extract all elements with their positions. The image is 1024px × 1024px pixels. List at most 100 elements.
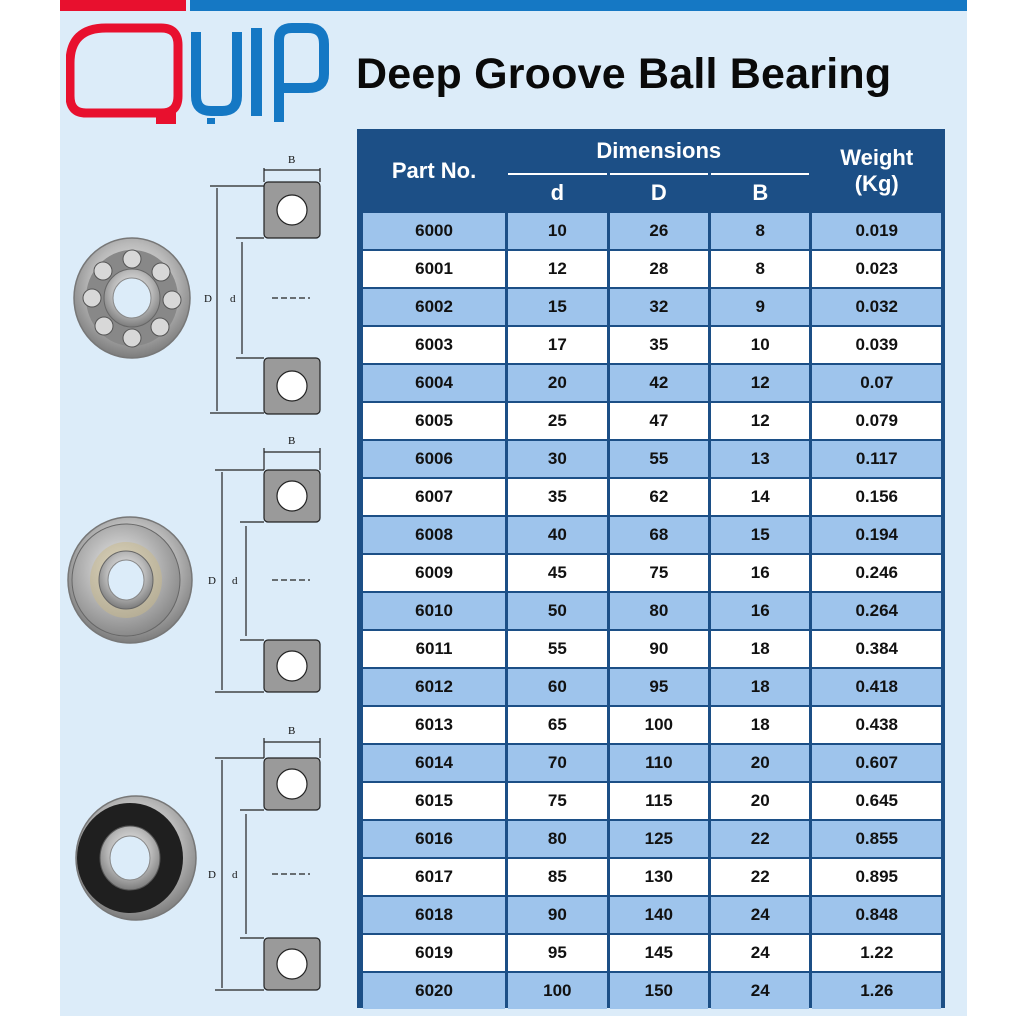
cell-weight: 0.438 — [812, 707, 941, 743]
table-row: 6017 85 130 22 0.895 — [363, 859, 941, 895]
table-row: 6013 65 100 18 0.438 — [363, 707, 941, 743]
cell-d: 20 — [508, 365, 607, 401]
cell-weight: 0.039 — [812, 327, 941, 363]
cell-part: 6013 — [363, 707, 506, 743]
header-weight-line2: (Kg) — [854, 171, 899, 196]
cell-d: 17 — [508, 327, 607, 363]
bearing-diagrams: B D d B D d B D d — [67, 154, 321, 991]
right-margin — [967, 0, 1024, 1024]
cell-part: 6017 — [363, 859, 506, 895]
cell-part: 6020 — [363, 973, 506, 1009]
cell-D: 35 — [609, 327, 709, 363]
table-row: 6002 15 32 9 0.032 — [363, 289, 941, 325]
cell-weight: 0.07 — [812, 365, 941, 401]
cell-d: 40 — [508, 517, 607, 553]
cell-part: 6005 — [363, 403, 506, 439]
table-row: 6020 100 150 24 1.26 — [363, 973, 941, 1009]
cell-weight: 0.264 — [812, 593, 941, 629]
cell-part: 6011 — [363, 631, 506, 667]
cell-D: 115 — [609, 783, 709, 819]
cell-d: 85 — [508, 859, 607, 895]
cell-D: 95 — [609, 669, 709, 705]
table-row: 6011 55 90 18 0.384 — [363, 631, 941, 667]
top-red-stripe — [60, 0, 186, 11]
top-blue-stripe — [190, 0, 967, 11]
header-dimensions: Dimensions — [508, 131, 810, 171]
header-D-large: D — [609, 173, 709, 211]
header-d-small: d — [508, 173, 607, 211]
cell-weight: 0.855 — [812, 821, 941, 857]
header-weight: Weight (Kg) — [812, 131, 941, 211]
cell-d: 100 — [508, 973, 607, 1009]
cell-weight: 0.645 — [812, 783, 941, 819]
label-d-2: d — [232, 575, 238, 587]
cell-part: 6018 — [363, 897, 506, 933]
cell-D: 42 — [609, 365, 709, 401]
label-B-2: B — [288, 435, 295, 447]
cell-part: 6014 — [363, 745, 506, 781]
quip-logo — [66, 23, 329, 124]
cell-B: 10 — [711, 327, 810, 363]
table-row: 6012 60 95 18 0.418 — [363, 669, 941, 705]
cell-weight: 1.22 — [812, 935, 941, 971]
cell-d: 75 — [508, 783, 607, 819]
cell-B: 22 — [711, 859, 810, 895]
cell-D: 140 — [609, 897, 709, 933]
table-row: 6014 70 110 20 0.607 — [363, 745, 941, 781]
cell-d: 25 — [508, 403, 607, 439]
table-row: 6016 80 125 22 0.855 — [363, 821, 941, 857]
cell-part: 6015 — [363, 783, 506, 819]
table-row: 6001 12 28 8 0.023 — [363, 251, 941, 287]
cell-weight: 0.156 — [812, 479, 941, 515]
cell-d: 95 — [508, 935, 607, 971]
cell-D: 130 — [609, 859, 709, 895]
cell-part: 6007 — [363, 479, 506, 515]
cell-B: 13 — [711, 441, 810, 477]
cell-B: 14 — [711, 479, 810, 515]
cell-D: 145 — [609, 935, 709, 971]
cell-D: 110 — [609, 745, 709, 781]
cell-D: 150 — [609, 973, 709, 1009]
cell-D: 75 — [609, 555, 709, 591]
cell-B: 24 — [711, 973, 810, 1009]
spec-table-body: 6000 10 26 8 0.019 6001 12 28 8 0.023 6002 15 32 9 0.0… — [363, 213, 941, 1009]
cell-B: 12 — [711, 365, 810, 401]
label-D-1: D — [204, 293, 212, 305]
cell-weight: 0.895 — [812, 859, 941, 895]
cell-D: 80 — [609, 593, 709, 629]
header-weight-line1: Weight — [840, 145, 914, 170]
cell-D: 28 — [609, 251, 709, 287]
cell-D: 100 — [609, 707, 709, 743]
cell-weight: 0.019 — [812, 213, 941, 249]
cell-D: 125 — [609, 821, 709, 857]
table-row: 6015 75 115 20 0.645 — [363, 783, 941, 819]
spec-table: Part No. Dimensions Weight (Kg) d D B 60… — [360, 129, 944, 1011]
cell-part: 6008 — [363, 517, 506, 553]
cell-part: 6000 — [363, 213, 506, 249]
cell-weight: 0.023 — [812, 251, 941, 287]
table-row: 6008 40 68 15 0.194 — [363, 517, 941, 553]
cell-B: 12 — [711, 403, 810, 439]
cell-B: 8 — [711, 251, 810, 287]
label-B-1: B — [288, 154, 295, 166]
cell-d: 50 — [508, 593, 607, 629]
cell-weight: 0.848 — [812, 897, 941, 933]
cell-d: 45 — [508, 555, 607, 591]
cell-weight: 0.384 — [812, 631, 941, 667]
cell-D: 26 — [609, 213, 709, 249]
cell-part: 6016 — [363, 821, 506, 857]
page-title: Deep Groove Ball Bearing — [356, 50, 892, 98]
table-row: 6003 17 35 10 0.039 — [363, 327, 941, 363]
spec-table-frame: Part No. Dimensions Weight (Kg) d D B 60… — [357, 129, 945, 1011]
cell-weight: 0.079 — [812, 403, 941, 439]
cell-part: 6001 — [363, 251, 506, 287]
cell-part: 6006 — [363, 441, 506, 477]
cell-part: 6012 — [363, 669, 506, 705]
cell-part: 6019 — [363, 935, 506, 971]
cell-d: 10 — [508, 213, 607, 249]
cell-D: 47 — [609, 403, 709, 439]
cell-weight: 1.26 — [812, 973, 941, 1009]
cell-part: 6003 — [363, 327, 506, 363]
label-B-3: B — [288, 725, 295, 737]
cell-part: 6009 — [363, 555, 506, 591]
